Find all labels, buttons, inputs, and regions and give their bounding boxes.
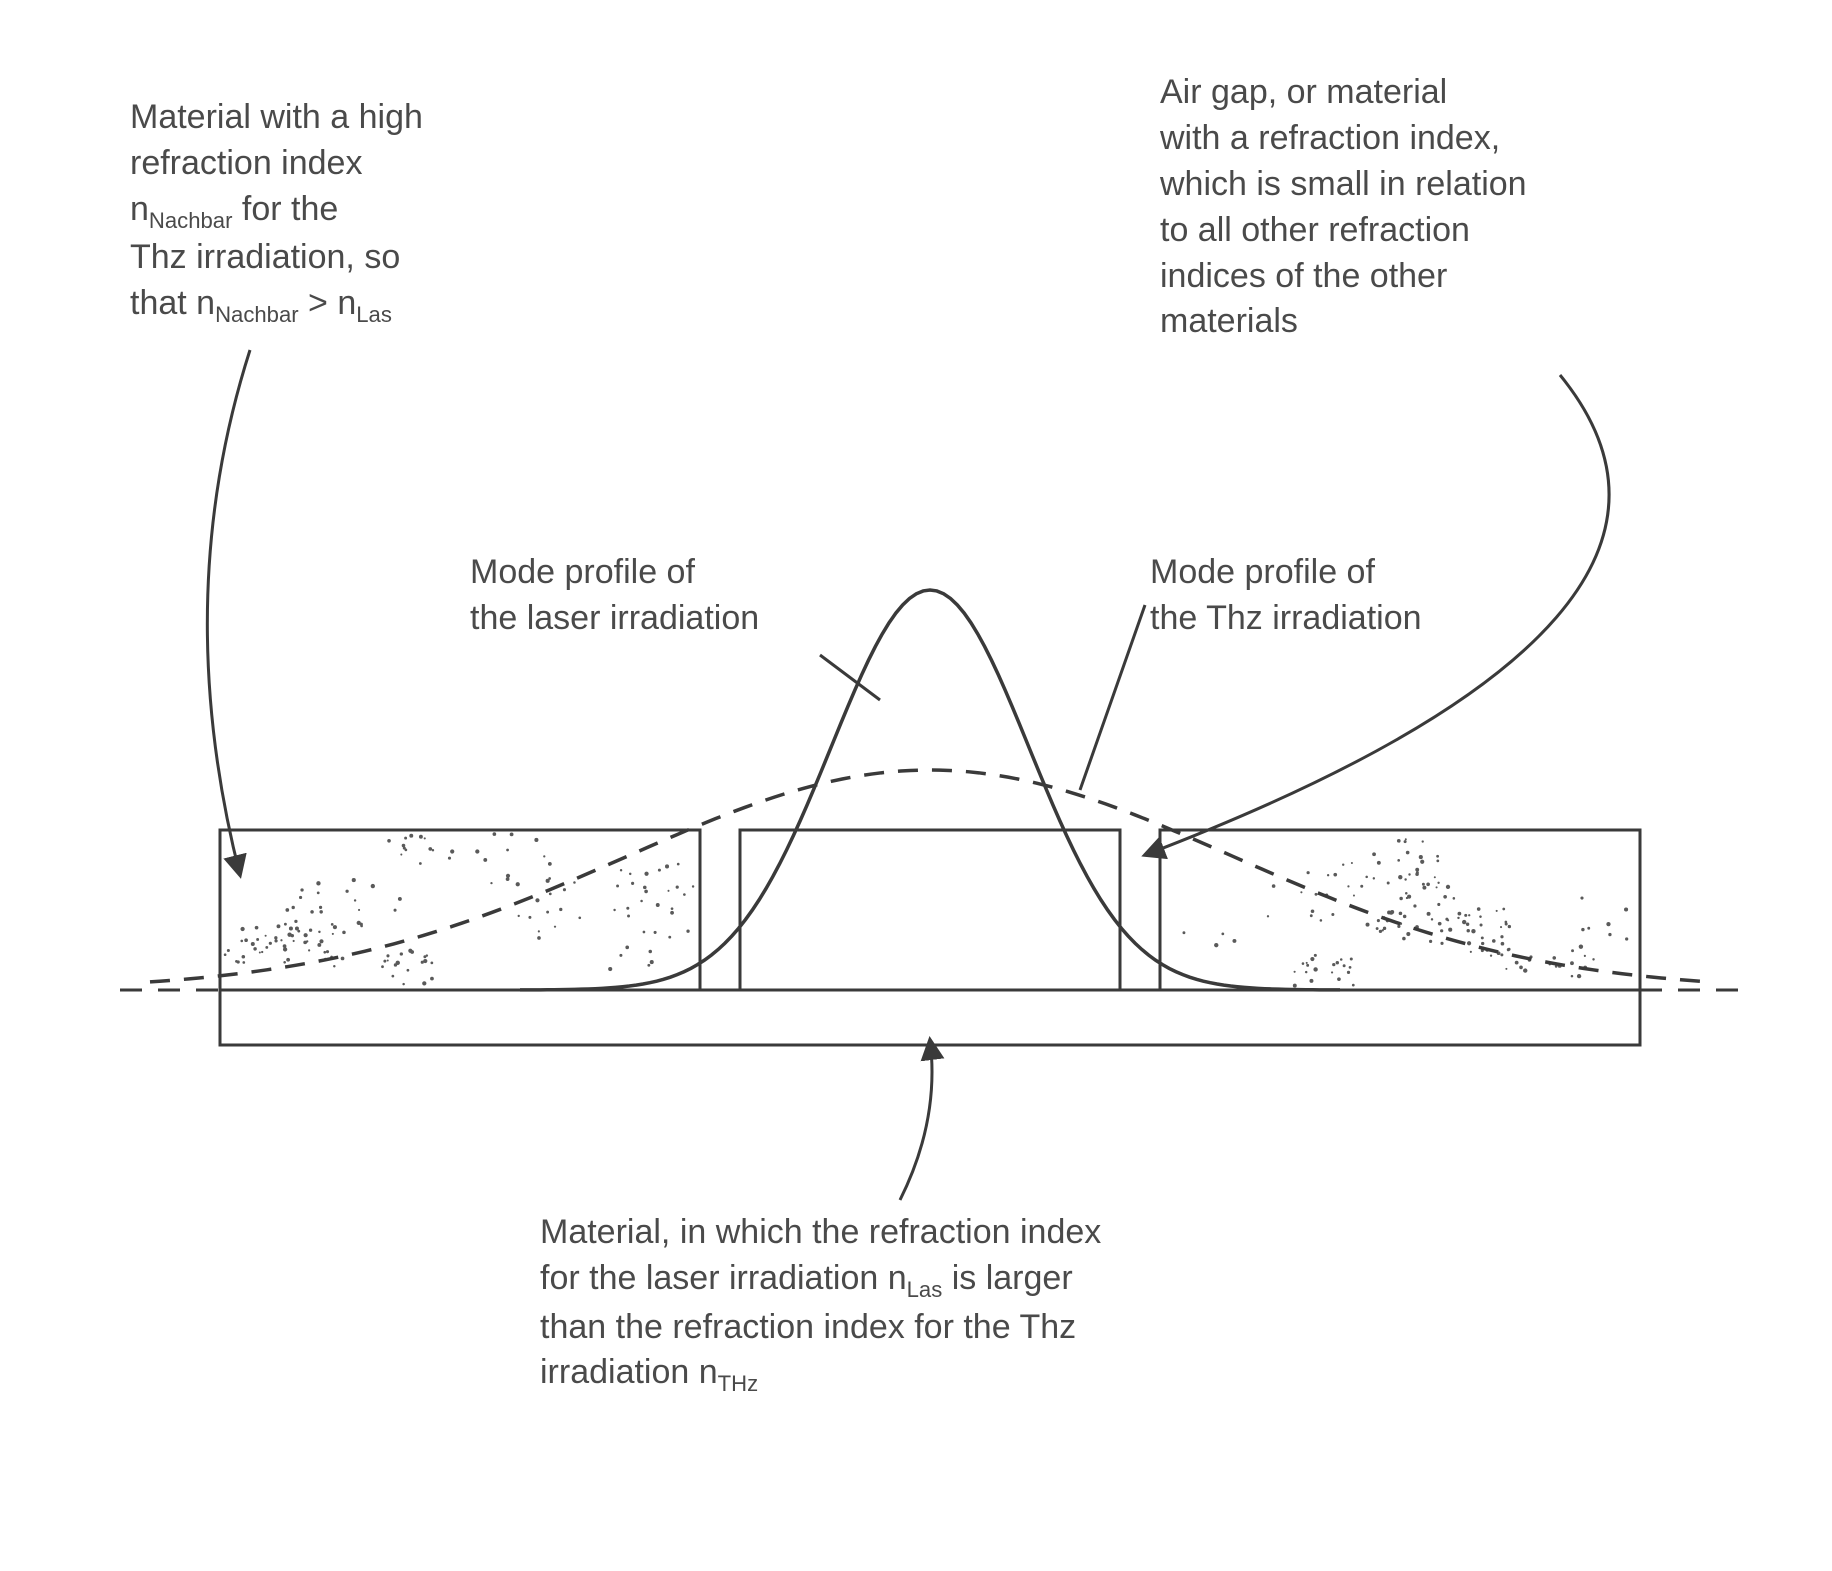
center-block — [740, 830, 1120, 990]
speckle-group — [224, 832, 695, 985]
label-mid-right: Mode profile ofthe Thz irradiation — [1150, 550, 1600, 642]
thz-mode-curve — [150, 770, 1710, 982]
laser-mode-curve — [520, 590, 1340, 990]
leader-mid-left — [820, 655, 880, 700]
label-bottom: Material, in which the refraction indexf… — [540, 1210, 1440, 1399]
leader-mid-right — [1080, 605, 1145, 790]
label-top-right: Air gap, or materialwith a refraction in… — [1160, 70, 1780, 345]
label-top-left: Material with a highrefraction indexnNac… — [130, 95, 690, 330]
leader-bottom — [900, 1040, 932, 1200]
right-block — [1160, 830, 1640, 990]
substrate-box — [220, 990, 1640, 1045]
label-mid-left: Mode profile ofthe laser irradiation — [470, 550, 970, 642]
figure-container: Material with a highrefraction indexnNac… — [0, 0, 1832, 1571]
leader-top-left — [207, 350, 250, 875]
